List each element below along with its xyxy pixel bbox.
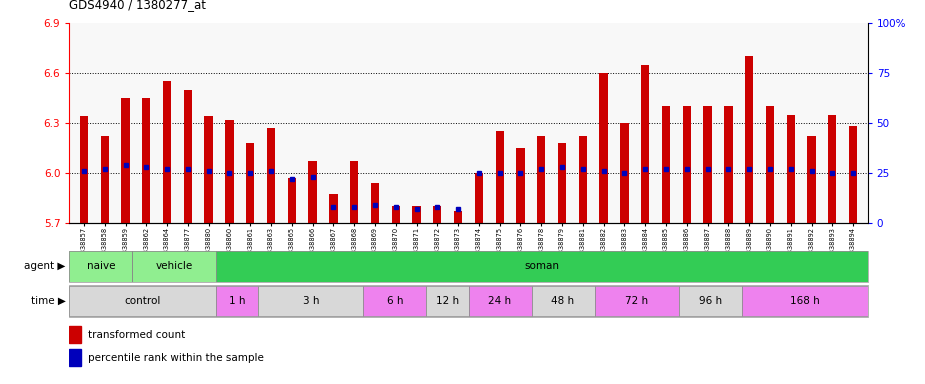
Text: vehicle: vehicle	[155, 262, 193, 271]
Text: control: control	[125, 296, 161, 306]
Bar	[703, 106, 711, 223]
Bar	[371, 183, 379, 223]
Bar	[391, 206, 400, 223]
Bar	[226, 119, 234, 223]
Bar	[258, 286, 364, 316]
Bar	[516, 148, 524, 223]
Bar	[163, 81, 171, 223]
Bar	[745, 56, 753, 223]
Text: soman: soman	[524, 262, 560, 271]
Text: percentile rank within the sample: percentile rank within the sample	[88, 353, 264, 362]
Bar	[595, 286, 679, 316]
Bar	[364, 286, 426, 316]
Bar	[766, 106, 774, 223]
Bar	[808, 136, 816, 223]
Bar	[132, 252, 216, 281]
Bar	[662, 106, 670, 223]
Text: time ▶: time ▶	[31, 296, 66, 306]
Bar	[679, 286, 742, 316]
Bar	[532, 286, 595, 316]
Bar	[621, 123, 629, 223]
Bar	[454, 211, 462, 223]
Bar	[413, 206, 421, 223]
Bar	[142, 98, 151, 223]
Bar	[579, 136, 587, 223]
Bar	[828, 114, 836, 223]
Bar	[246, 143, 254, 223]
Bar	[724, 106, 733, 223]
Bar	[216, 286, 258, 316]
Bar	[121, 98, 130, 223]
Bar	[308, 161, 316, 223]
Bar	[184, 89, 192, 223]
Bar	[496, 131, 504, 223]
Bar	[683, 106, 691, 223]
Text: GDS4940 / 1380277_at: GDS4940 / 1380277_at	[69, 0, 206, 12]
Text: naive: naive	[87, 262, 115, 271]
Bar	[599, 73, 608, 223]
Text: 48 h: 48 h	[551, 296, 574, 306]
Text: 72 h: 72 h	[625, 296, 648, 306]
Bar	[329, 194, 338, 223]
Bar	[849, 126, 857, 223]
Bar	[69, 286, 216, 316]
Text: 6 h: 6 h	[387, 296, 403, 306]
Bar	[786, 114, 795, 223]
Bar	[69, 252, 132, 281]
Text: transformed count: transformed count	[88, 329, 185, 339]
Bar	[475, 173, 483, 223]
Text: 24 h: 24 h	[488, 296, 512, 306]
Bar	[288, 178, 296, 223]
Bar	[69, 349, 81, 366]
Bar	[742, 286, 868, 316]
Text: 3 h: 3 h	[302, 296, 319, 306]
Text: 12 h: 12 h	[436, 296, 459, 306]
Bar	[69, 326, 81, 343]
Bar	[641, 65, 649, 223]
Bar	[204, 116, 213, 223]
Bar	[101, 136, 109, 223]
Bar	[433, 206, 441, 223]
Text: 96 h: 96 h	[698, 296, 722, 306]
Bar	[426, 286, 468, 316]
Bar	[537, 136, 546, 223]
Bar	[80, 116, 88, 223]
Text: agent ▶: agent ▶	[24, 262, 66, 271]
Bar	[468, 286, 532, 316]
Bar	[267, 128, 275, 223]
Bar	[558, 143, 566, 223]
Text: 168 h: 168 h	[790, 296, 820, 306]
Bar	[350, 161, 358, 223]
Bar	[216, 252, 868, 281]
Text: 1 h: 1 h	[229, 296, 246, 306]
